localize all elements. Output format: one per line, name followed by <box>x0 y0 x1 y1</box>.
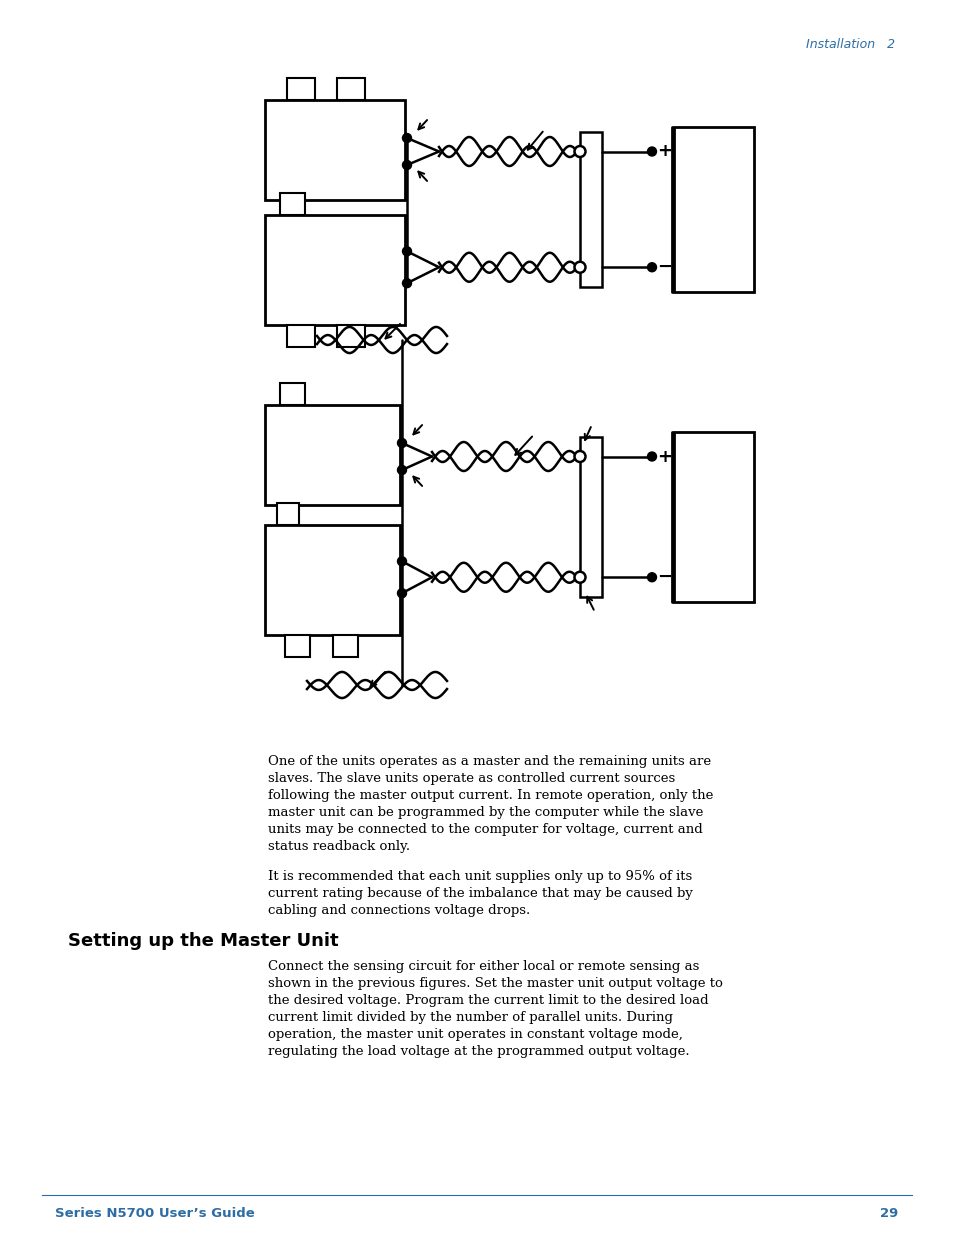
Bar <box>579 436 601 598</box>
Text: −: − <box>657 258 672 277</box>
Circle shape <box>574 572 585 583</box>
Circle shape <box>574 262 585 273</box>
Circle shape <box>397 438 406 447</box>
Circle shape <box>647 573 656 582</box>
Circle shape <box>647 147 656 156</box>
Bar <box>673 126 753 293</box>
Circle shape <box>647 263 656 272</box>
Bar <box>333 635 357 657</box>
Bar <box>276 503 298 525</box>
Circle shape <box>647 452 656 461</box>
Bar <box>280 193 305 215</box>
Bar <box>287 325 314 347</box>
Circle shape <box>402 247 411 256</box>
Text: Setting up the Master Unit: Setting up the Master Unit <box>68 932 338 950</box>
Text: Connect the sensing circuit for either local or remote sensing as
shown in the p: Connect the sensing circuit for either l… <box>268 960 722 1058</box>
Text: It is recommended that each unit supplies only up to 95% of its
current rating b: It is recommended that each unit supplie… <box>268 869 692 918</box>
Bar <box>265 215 405 325</box>
Circle shape <box>402 161 411 169</box>
Text: +: + <box>657 447 671 466</box>
Bar <box>673 431 753 603</box>
Bar <box>280 383 305 405</box>
Bar <box>336 78 365 100</box>
Circle shape <box>574 146 585 157</box>
Circle shape <box>397 589 406 598</box>
Circle shape <box>397 466 406 474</box>
Bar <box>285 635 310 657</box>
Bar <box>579 131 601 288</box>
Bar <box>265 525 399 635</box>
Text: −: − <box>657 568 672 587</box>
Circle shape <box>402 133 411 142</box>
Circle shape <box>574 451 585 462</box>
Text: Installation   2: Installation 2 <box>805 38 894 51</box>
Bar <box>287 78 314 100</box>
Bar <box>336 325 365 347</box>
Circle shape <box>402 279 411 288</box>
Text: Series N5700 User’s Guide: Series N5700 User’s Guide <box>55 1207 254 1220</box>
Text: +: + <box>657 142 671 161</box>
Circle shape <box>397 557 406 566</box>
Bar <box>265 405 399 505</box>
Bar <box>265 100 405 200</box>
Text: One of the units operates as a master and the remaining units are
slaves. The sl: One of the units operates as a master an… <box>268 755 713 853</box>
Text: 29: 29 <box>879 1207 897 1220</box>
